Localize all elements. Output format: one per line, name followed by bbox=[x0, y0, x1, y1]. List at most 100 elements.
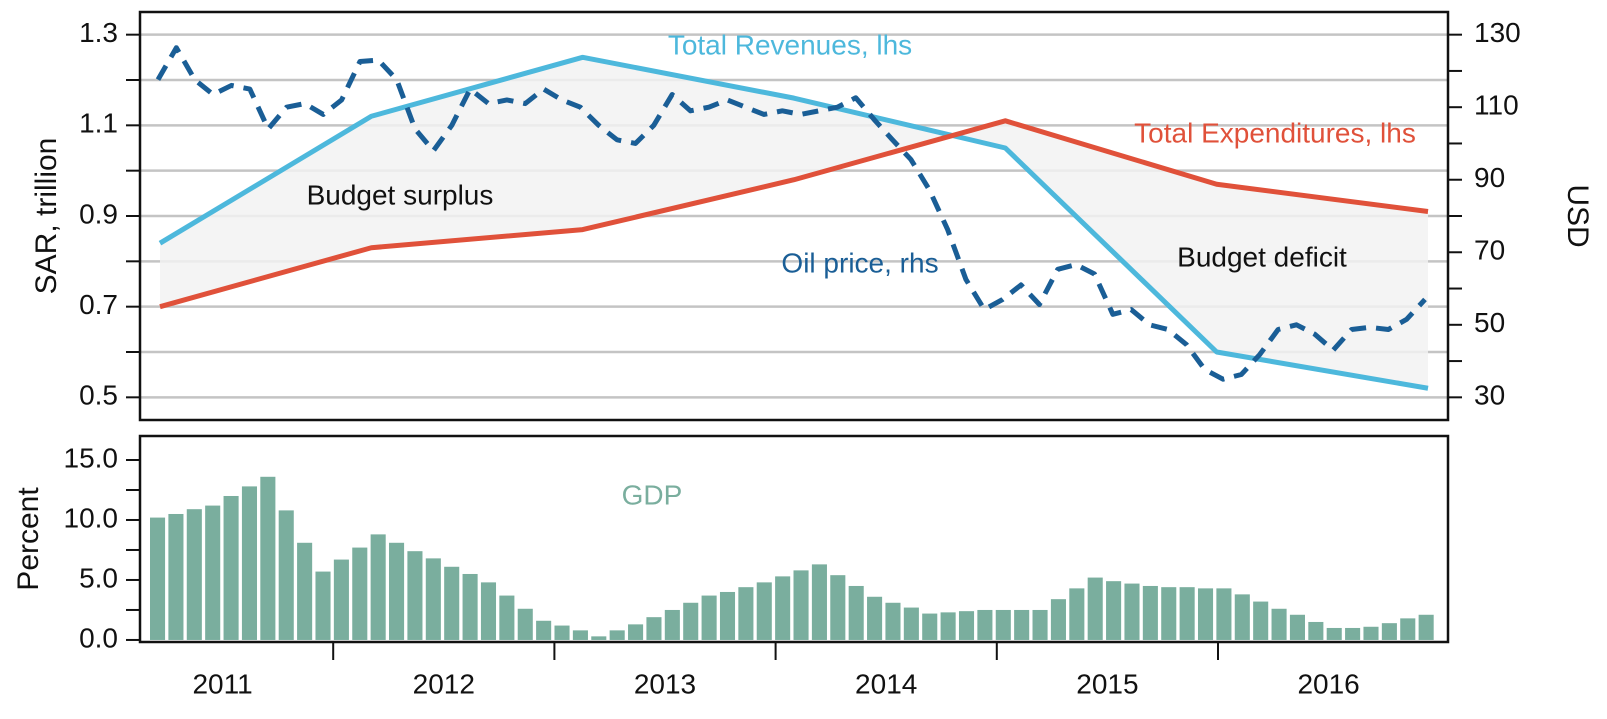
y-tick-label: 0.9 bbox=[79, 198, 118, 229]
bar bbox=[885, 602, 901, 640]
bar bbox=[867, 596, 883, 640]
x-tick-label: 2016 bbox=[1297, 668, 1359, 699]
y-tick-label: 0.7 bbox=[79, 289, 118, 320]
bar bbox=[1289, 614, 1305, 640]
bar bbox=[407, 551, 423, 640]
y-tick-label: 1.1 bbox=[79, 108, 118, 139]
y2-tick-label: 110 bbox=[1474, 90, 1519, 121]
bar bbox=[241, 486, 258, 640]
y2-tick-label: 50 bbox=[1474, 307, 1505, 338]
bar bbox=[572, 630, 588, 640]
bar bbox=[1216, 588, 1232, 640]
bar bbox=[1308, 621, 1324, 640]
bar bbox=[554, 625, 570, 640]
y2-tick-label: 90 bbox=[1474, 162, 1505, 193]
bar bbox=[536, 620, 552, 640]
bar bbox=[977, 609, 993, 640]
bar bbox=[1363, 626, 1379, 640]
bar bbox=[664, 609, 680, 640]
series-line bbox=[155, 45, 1427, 382]
bar bbox=[958, 611, 975, 640]
bar bbox=[1234, 594, 1250, 640]
bar bbox=[205, 505, 221, 640]
bar bbox=[775, 576, 791, 640]
series-line bbox=[159, 118, 1429, 310]
bar bbox=[995, 609, 1011, 640]
series-line bbox=[158, 54, 1429, 391]
bar bbox=[719, 591, 736, 640]
y2-tick-label: 30 bbox=[1474, 380, 1505, 411]
bar bbox=[315, 571, 331, 640]
bar bbox=[1050, 599, 1066, 640]
bar bbox=[150, 517, 166, 640]
bar bbox=[830, 575, 846, 640]
y2-axis-label: USD bbox=[1561, 184, 1594, 247]
bar bbox=[370, 534, 386, 640]
bar bbox=[1142, 585, 1158, 640]
bar bbox=[168, 513, 184, 640]
bar bbox=[922, 613, 938, 640]
bar bbox=[701, 595, 717, 640]
bar bbox=[1087, 577, 1103, 640]
bar bbox=[1345, 627, 1361, 640]
bar bbox=[499, 595, 515, 640]
bar bbox=[1106, 581, 1122, 640]
bar bbox=[223, 495, 239, 640]
bar bbox=[609, 630, 625, 640]
x-tick-label: 2015 bbox=[1076, 668, 1138, 699]
bar bbox=[1400, 618, 1416, 640]
x-tick-label: 2014 bbox=[855, 668, 917, 699]
bar bbox=[1271, 608, 1287, 640]
series-label: Oil price, rhs bbox=[781, 247, 938, 278]
bar bbox=[793, 570, 809, 640]
bar bbox=[186, 509, 202, 640]
series-label: GDP bbox=[622, 479, 683, 510]
bar bbox=[278, 510, 294, 640]
y2-tick-label: 130 bbox=[1474, 17, 1521, 48]
y-tick-label: 5.0 bbox=[79, 562, 118, 593]
bar bbox=[1197, 588, 1214, 640]
bar bbox=[1014, 609, 1030, 640]
bar bbox=[811, 564, 827, 640]
bar bbox=[462, 573, 478, 640]
x-tick-label: 2012 bbox=[413, 668, 475, 699]
annotation: Budget surplus bbox=[307, 179, 494, 210]
gap-fill bbox=[160, 57, 1428, 389]
series-label: Total Expenditures, lhs bbox=[1134, 117, 1416, 148]
bar bbox=[903, 607, 919, 640]
bar bbox=[352, 547, 368, 640]
bar bbox=[1381, 623, 1397, 640]
bar bbox=[1032, 609, 1048, 640]
bar bbox=[444, 566, 460, 640]
bar bbox=[480, 582, 497, 640]
bar bbox=[628, 624, 644, 640]
bar bbox=[940, 612, 956, 640]
bar bbox=[1069, 588, 1085, 640]
bar bbox=[1161, 587, 1177, 640]
y-axis-label: SAR, trillion bbox=[30, 138, 63, 295]
bar bbox=[848, 585, 864, 640]
y-tick-label: 15.0 bbox=[64, 442, 119, 473]
bar bbox=[1179, 587, 1195, 640]
bar bbox=[683, 602, 699, 640]
x-tick-label: 2013 bbox=[634, 668, 696, 699]
plot-frame bbox=[138, 10, 1450, 422]
bar bbox=[756, 582, 772, 640]
bar bbox=[1418, 614, 1434, 640]
bar bbox=[1124, 583, 1140, 640]
bar bbox=[517, 608, 533, 640]
plot-frame bbox=[138, 434, 1450, 644]
bar bbox=[425, 558, 441, 640]
bar bbox=[389, 542, 405, 640]
y-tick-label: 1.3 bbox=[79, 17, 118, 48]
annotation: Budget deficit bbox=[1177, 241, 1347, 272]
bar bbox=[260, 476, 276, 640]
bar bbox=[646, 617, 662, 640]
bar bbox=[738, 587, 754, 640]
bar bbox=[591, 636, 607, 640]
series-label: Total Revenues, lhs bbox=[668, 29, 912, 60]
bar bbox=[297, 542, 313, 640]
bar bbox=[1253, 601, 1269, 640]
y-tick-label: 0.0 bbox=[79, 622, 118, 653]
